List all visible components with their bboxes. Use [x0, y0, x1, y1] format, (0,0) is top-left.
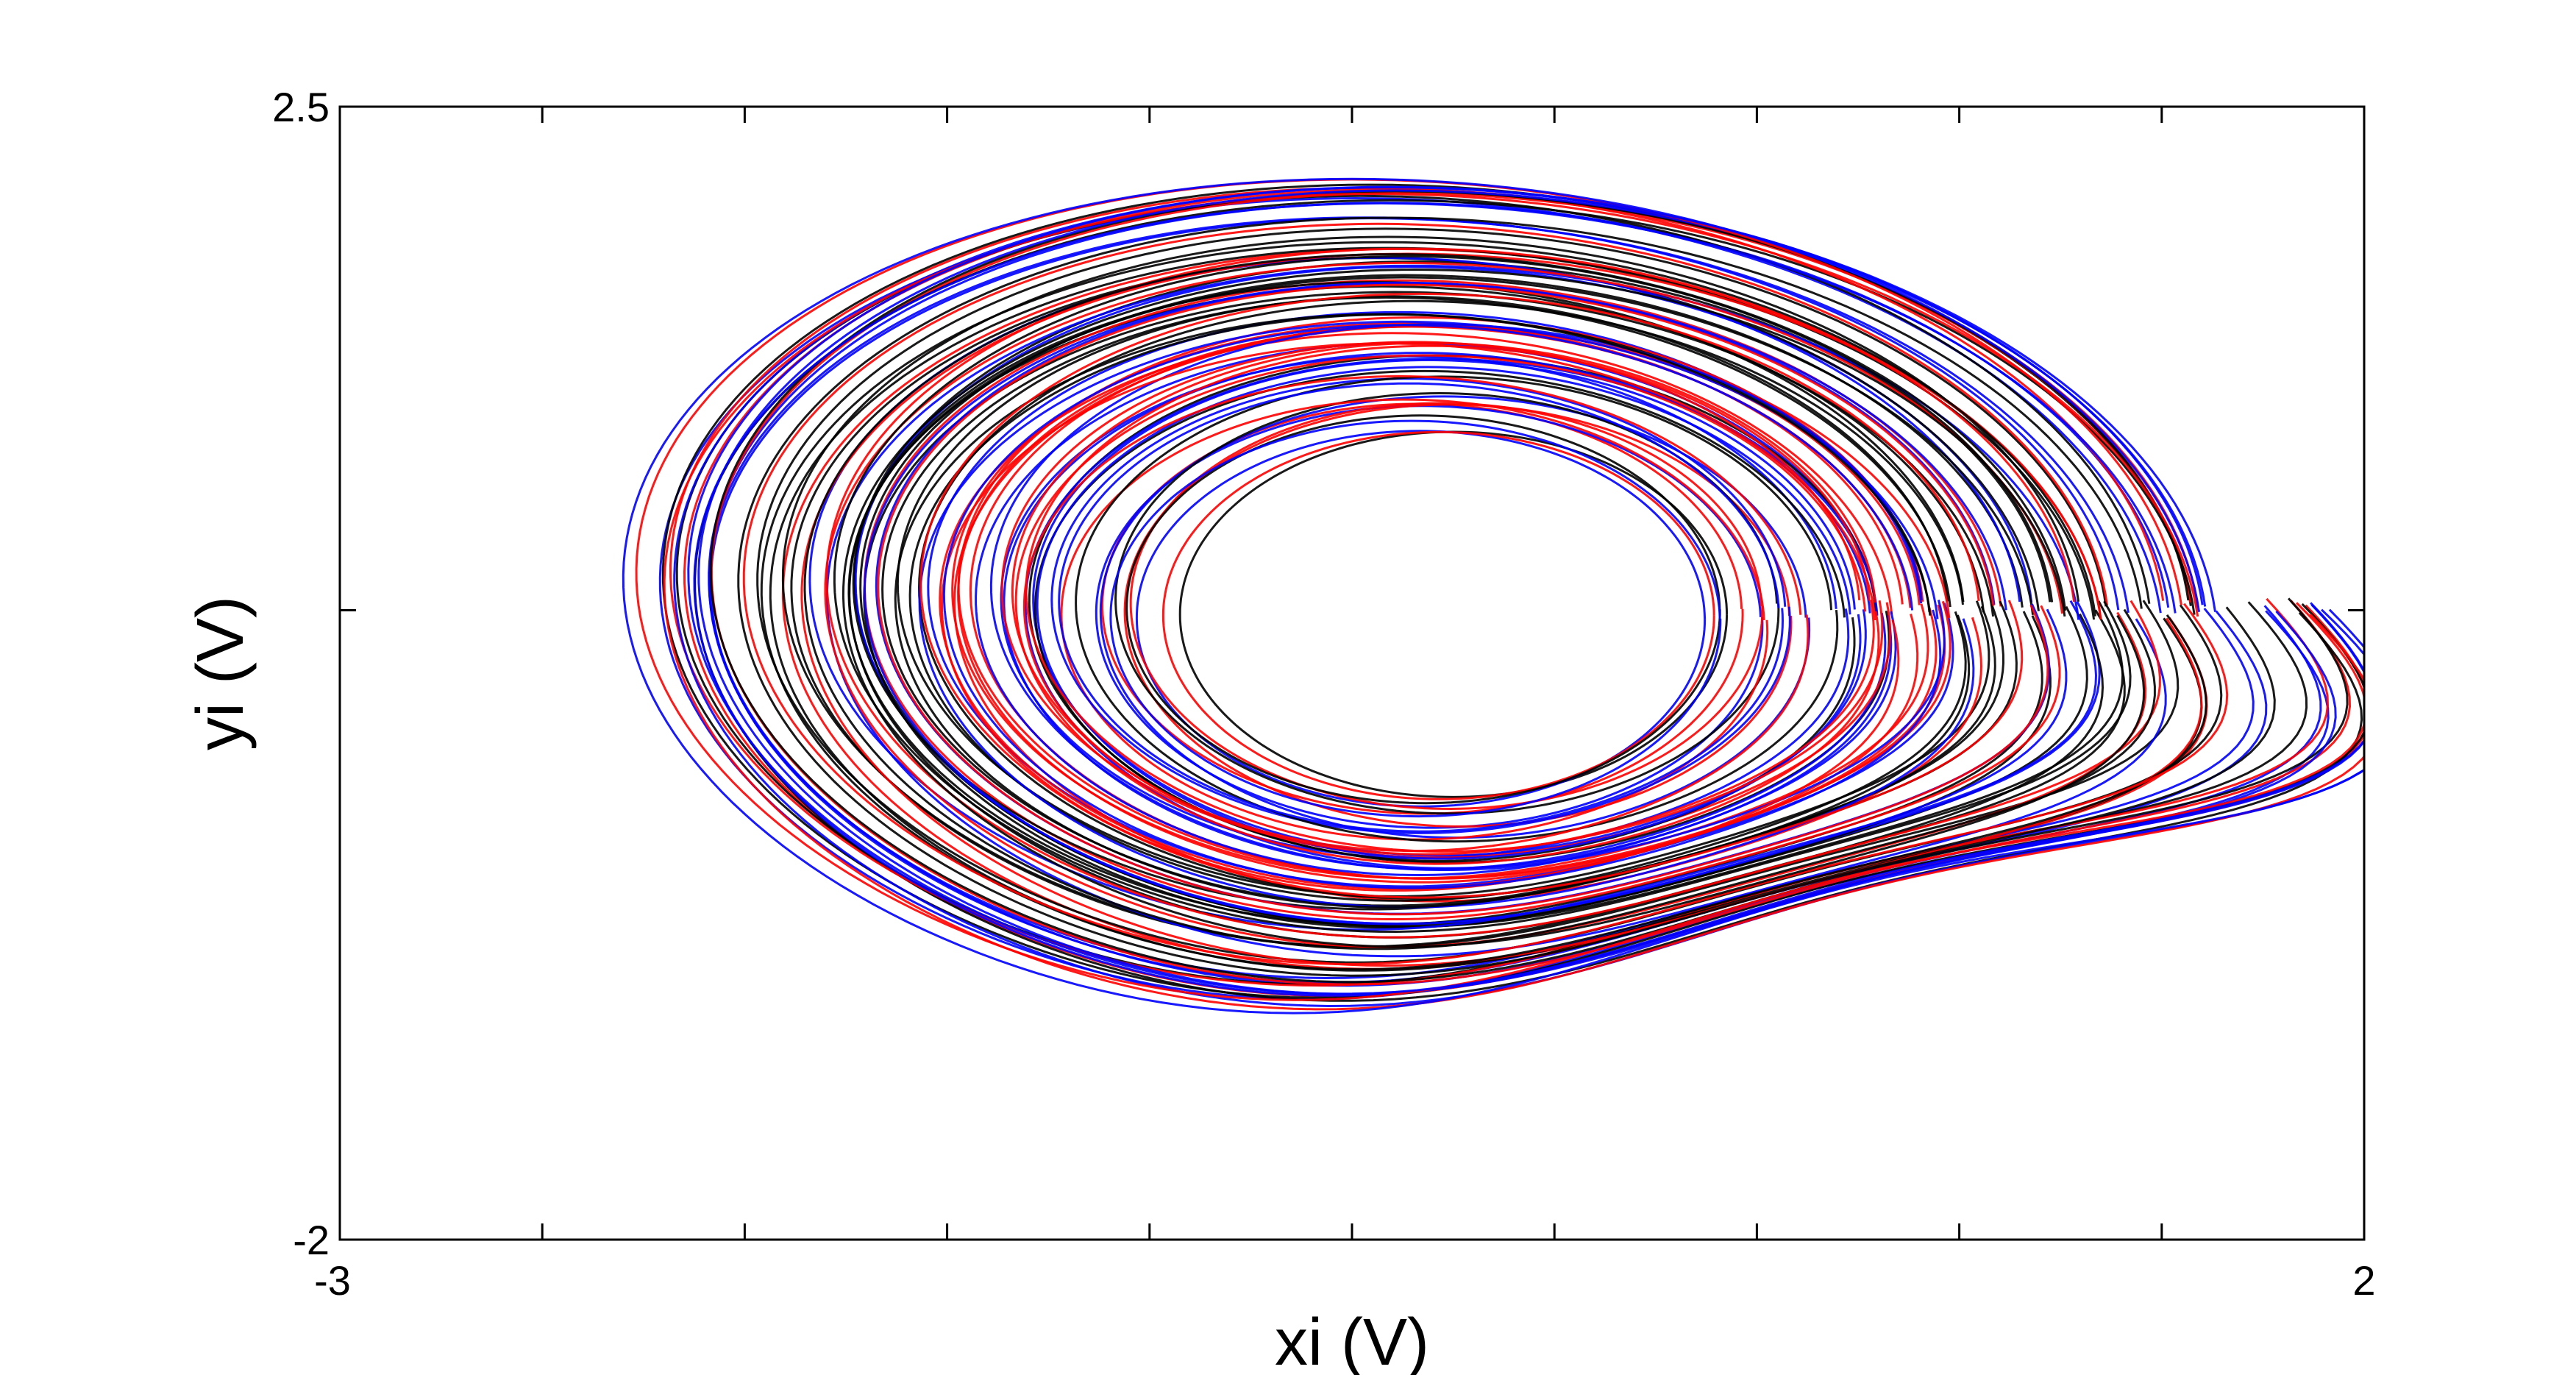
trajectory-line: [781, 235, 2180, 948]
trajectory-line: [824, 261, 2147, 948]
trajectory-line: [863, 281, 2068, 925]
trajectory-line: [1022, 374, 1810, 853]
trajectory-line: [942, 324, 1942, 889]
trajectory-line: [1129, 402, 1764, 811]
trajectory-line: [918, 320, 1975, 909]
trajectory-line: [635, 178, 2364, 1001]
trajectory-line: [1109, 419, 1722, 818]
trajectory-line: [742, 222, 2229, 965]
trajectory-line: [803, 253, 2156, 951]
trajectory-line: [1025, 344, 1884, 853]
trajectory-line: [941, 342, 1900, 892]
tick-marks: [340, 107, 2364, 1240]
trajectory-line: [877, 283, 2049, 916]
attractor-trajectories: [622, 177, 2364, 1015]
trajectory-line: [1014, 354, 1880, 865]
trajectory-line: [1000, 341, 1875, 856]
trajectory-line: [1075, 375, 1839, 843]
y-tick-label-top: 2.5: [272, 84, 330, 130]
y-axis-label: yi (V): [184, 596, 257, 750]
trajectory-line: [1125, 414, 1721, 805]
y-tick-label-bottom: -2: [293, 1217, 330, 1263]
trajectory-line: [1161, 430, 1715, 800]
trajectory-line: [1050, 377, 1791, 834]
trajectory-line: [1060, 398, 1769, 841]
trajectory-line: [1123, 403, 1793, 828]
trajectory-line: [842, 268, 2146, 948]
x-tick-label-left: -3: [314, 1257, 351, 1304]
trajectory-line: [687, 185, 2364, 995]
trajectory-line: [760, 241, 2207, 971]
plot-area: [622, 177, 2364, 1015]
x-tick-label-right: 2: [2352, 1257, 2375, 1304]
trajectory-line: [1101, 402, 1744, 815]
trajectory-line: [1036, 366, 1862, 860]
trajectory-line: [1114, 391, 1780, 815]
trajectory-line: [663, 192, 2364, 1011]
trajectory-line: [919, 292, 2024, 899]
x-axis-label: xi (V): [1275, 1306, 1429, 1375]
trajectory-line: [1032, 358, 1867, 857]
trajectory-line: [737, 216, 2276, 977]
trajectory-line: [1178, 430, 1729, 798]
trajectory-line: [1095, 405, 1764, 829]
trajectory-line: [863, 291, 2052, 929]
trajectory-line: [1058, 382, 1785, 833]
trajectory-line: [825, 247, 2161, 939]
